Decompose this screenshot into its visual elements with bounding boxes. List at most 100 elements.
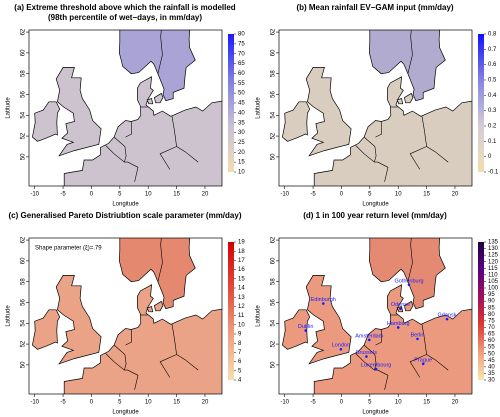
plot-frame bbox=[278, 29, 473, 187]
y-tick-label: 56 bbox=[271, 90, 277, 97]
map-panel: (d) 1 in 100 year return level (mm/day) -… bbox=[256, 211, 499, 415]
colorbar-tick-label: 75 bbox=[488, 318, 495, 324]
colorbar-tick-label: 45 bbox=[488, 358, 495, 364]
y-tick-label: 56 bbox=[271, 298, 277, 305]
land bbox=[63, 284, 222, 394]
y-tick-label: 54 bbox=[21, 111, 27, 118]
city-point bbox=[399, 307, 402, 311]
y-tick-label: 58 bbox=[21, 278, 27, 285]
y-tick-label: 56 bbox=[21, 298, 27, 305]
city-label: Dublin bbox=[298, 324, 314, 330]
colorbar-tick-label: 70 bbox=[238, 51, 245, 57]
colorbar-tick-label: 100 bbox=[488, 286, 499, 292]
land bbox=[313, 76, 472, 186]
colorbar-tick-label: 55 bbox=[238, 81, 245, 87]
colorbar-tick-label: 9 bbox=[238, 332, 242, 338]
y-tick-label: 52 bbox=[271, 132, 277, 139]
border bbox=[125, 329, 133, 346]
colorbar-tick-label: 120 bbox=[488, 259, 499, 265]
colorbar-tick-label: 18 bbox=[238, 249, 245, 255]
border bbox=[105, 353, 139, 390]
colorbar-tick-label: 105 bbox=[488, 279, 499, 285]
x-tick-label: -5 bbox=[60, 400, 66, 406]
x-tick-label: 10 bbox=[395, 192, 402, 198]
colorbar-tick-label: 5 bbox=[238, 368, 242, 374]
city-label: Hamburg bbox=[387, 321, 410, 327]
y-tick-label: 56 bbox=[21, 90, 27, 97]
y-tick-label: 60 bbox=[21, 257, 27, 264]
y-tick-label: 52 bbox=[21, 340, 27, 347]
x-tick-label: 10 bbox=[145, 192, 152, 198]
colorbar-tick-label: 0.3 bbox=[488, 108, 497, 114]
land bbox=[55, 275, 102, 365]
map-panel: (a) Extreme threshold above which the ra… bbox=[6, 3, 246, 207]
colorbar bbox=[228, 242, 234, 380]
land bbox=[368, 30, 446, 102]
y-tick-label: 54 bbox=[271, 111, 277, 118]
colorbar-tick-label: 60 bbox=[238, 71, 245, 77]
land bbox=[146, 306, 154, 313]
y-tick-label: 60 bbox=[271, 257, 277, 264]
border bbox=[407, 238, 413, 282]
colorbar-tick-label: 0.6 bbox=[488, 62, 497, 68]
y-tick-label: 62 bbox=[21, 28, 27, 35]
y-tick-label: 62 bbox=[271, 28, 277, 35]
land bbox=[154, 92, 164, 104]
colorbar-tick-label: 30 bbox=[488, 378, 495, 384]
x-tick-label: 15 bbox=[423, 192, 430, 198]
border bbox=[375, 121, 383, 138]
colorbar-tick-label: 10 bbox=[238, 170, 245, 176]
border bbox=[407, 30, 413, 74]
colorbar-tick-label: 20 bbox=[238, 150, 245, 156]
border bbox=[113, 136, 127, 163]
colorbar-tick-label: 0 bbox=[488, 154, 492, 160]
y-axis-label: Latitude bbox=[256, 97, 262, 119]
y-tick-label: 52 bbox=[21, 132, 27, 139]
city-point bbox=[365, 355, 368, 358]
colorbar-tick-label: 80 bbox=[238, 32, 245, 38]
land bbox=[282, 101, 311, 142]
city-label: Prague bbox=[414, 357, 432, 363]
y-tick-label: 62 bbox=[271, 236, 277, 243]
colorbar-tick-label: 0.8 bbox=[488, 32, 497, 38]
colorbar-tick-label: 65 bbox=[488, 332, 495, 338]
x-tick-label: -10 bbox=[280, 192, 289, 198]
colorbar bbox=[228, 34, 234, 172]
colorbar-tick-label: 95 bbox=[488, 292, 495, 298]
border bbox=[426, 146, 449, 163]
y-tick-label: 50 bbox=[271, 361, 277, 368]
x-tick-label: 10 bbox=[145, 400, 152, 406]
colorbar-tick-label: 12 bbox=[238, 304, 245, 310]
x-tick-label: 20 bbox=[452, 400, 459, 406]
colorbar-tick-label: 40 bbox=[238, 110, 245, 116]
land bbox=[118, 238, 196, 310]
land bbox=[305, 275, 352, 365]
colorbar-tick-label: 6 bbox=[238, 359, 242, 365]
map-panel: (b) Mean rainfall EV−GAM input (mm/day) -… bbox=[256, 3, 499, 207]
map-area bbox=[29, 238, 222, 394]
y-tick-label: 54 bbox=[271, 319, 277, 326]
panel-title: (d) 1 in 100 year return level (mm/day) bbox=[303, 211, 447, 220]
x-tick-label: 15 bbox=[423, 400, 430, 406]
panel-title: (a) Extreme threshold above which the ra… bbox=[14, 3, 236, 12]
land bbox=[305, 67, 352, 157]
x-tick-label: 15 bbox=[173, 400, 180, 406]
colorbar-tick-label: 16 bbox=[238, 267, 245, 273]
y-tick-label: 62 bbox=[21, 236, 27, 243]
colorbar-tick-label: 85 bbox=[488, 305, 495, 311]
colorbar-tick-label: 10 bbox=[238, 322, 245, 328]
land bbox=[404, 300, 414, 312]
city-point bbox=[445, 317, 449, 321]
y-tick-label: 58 bbox=[271, 278, 277, 285]
panel-title: (98th percentile of wet−days, in mm/day) bbox=[48, 13, 202, 22]
colorbar-tick-label: 90 bbox=[488, 299, 495, 305]
colorbar-tick-label: 15 bbox=[238, 276, 245, 282]
y-tick-label: 60 bbox=[271, 49, 277, 56]
colorbar-tick-label: 0.7 bbox=[488, 47, 497, 53]
x-tick-label: -5 bbox=[310, 400, 316, 406]
land bbox=[154, 300, 164, 312]
border bbox=[157, 238, 163, 282]
colorbar-tick-label: 60 bbox=[488, 338, 495, 344]
colorbar-tick-label: 45 bbox=[238, 101, 245, 107]
